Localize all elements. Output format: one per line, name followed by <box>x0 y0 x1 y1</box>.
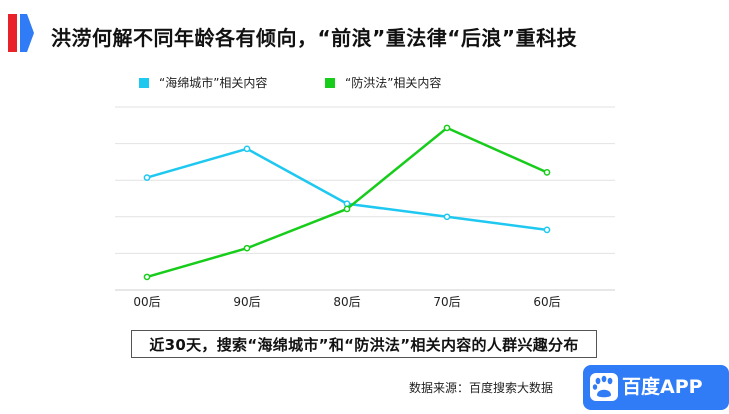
title-accent-blue-arrow <box>20 14 34 52</box>
x-tick-label: 80后 <box>333 295 360 309</box>
legend-item-fanghong: “防洪法”相关内容 <box>325 74 441 91</box>
series-1-point <box>343 200 351 208</box>
series-2-point <box>243 244 251 252</box>
page-title: 洪涝何解不同年龄各有倾向，“前浪”重法律“后浪”重科技 <box>51 26 578 50</box>
data-source: 数据来源：百度搜索大数据 <box>409 381 554 395</box>
brand-logo: 百度APP <box>583 365 729 410</box>
series-2-point <box>543 169 551 176</box>
x-tick-label: 60后 <box>533 295 560 309</box>
series-2-point <box>343 205 351 213</box>
series-1-point <box>143 174 151 181</box>
series-2-point <box>143 273 151 281</box>
title-accent-red-bar <box>8 14 17 52</box>
x-tick-label: 90后 <box>233 295 260 309</box>
series-2-point <box>443 124 451 132</box>
legend-item-haimian: “海绵城市”相关内容 <box>139 74 267 91</box>
x-tick-label: 70后 <box>433 295 460 309</box>
paw-icon <box>592 375 613 398</box>
series-1-point <box>543 226 551 234</box>
legend-swatch-haimian <box>139 77 149 88</box>
legend-label-fanghong: “防洪法”相关内容 <box>345 76 442 90</box>
series-line-1 <box>146 147 548 232</box>
series-1-point <box>243 145 251 153</box>
chart-caption: 近30天，搜索“海绵城市”和“防洪法”相关内容的人群兴趣分布 <box>131 330 597 358</box>
series-1-point <box>443 213 451 221</box>
x-tick-label: 00后 <box>133 295 160 309</box>
legend-swatch-fanghong <box>325 77 335 88</box>
brand-name: 百度APP <box>622 376 703 398</box>
legend-label-haimian: “海绵城市”相关内容 <box>159 76 268 90</box>
brand-badge <box>583 365 729 410</box>
line-chart: 00后 90后 80后 70后 60后 <box>115 106 615 309</box>
